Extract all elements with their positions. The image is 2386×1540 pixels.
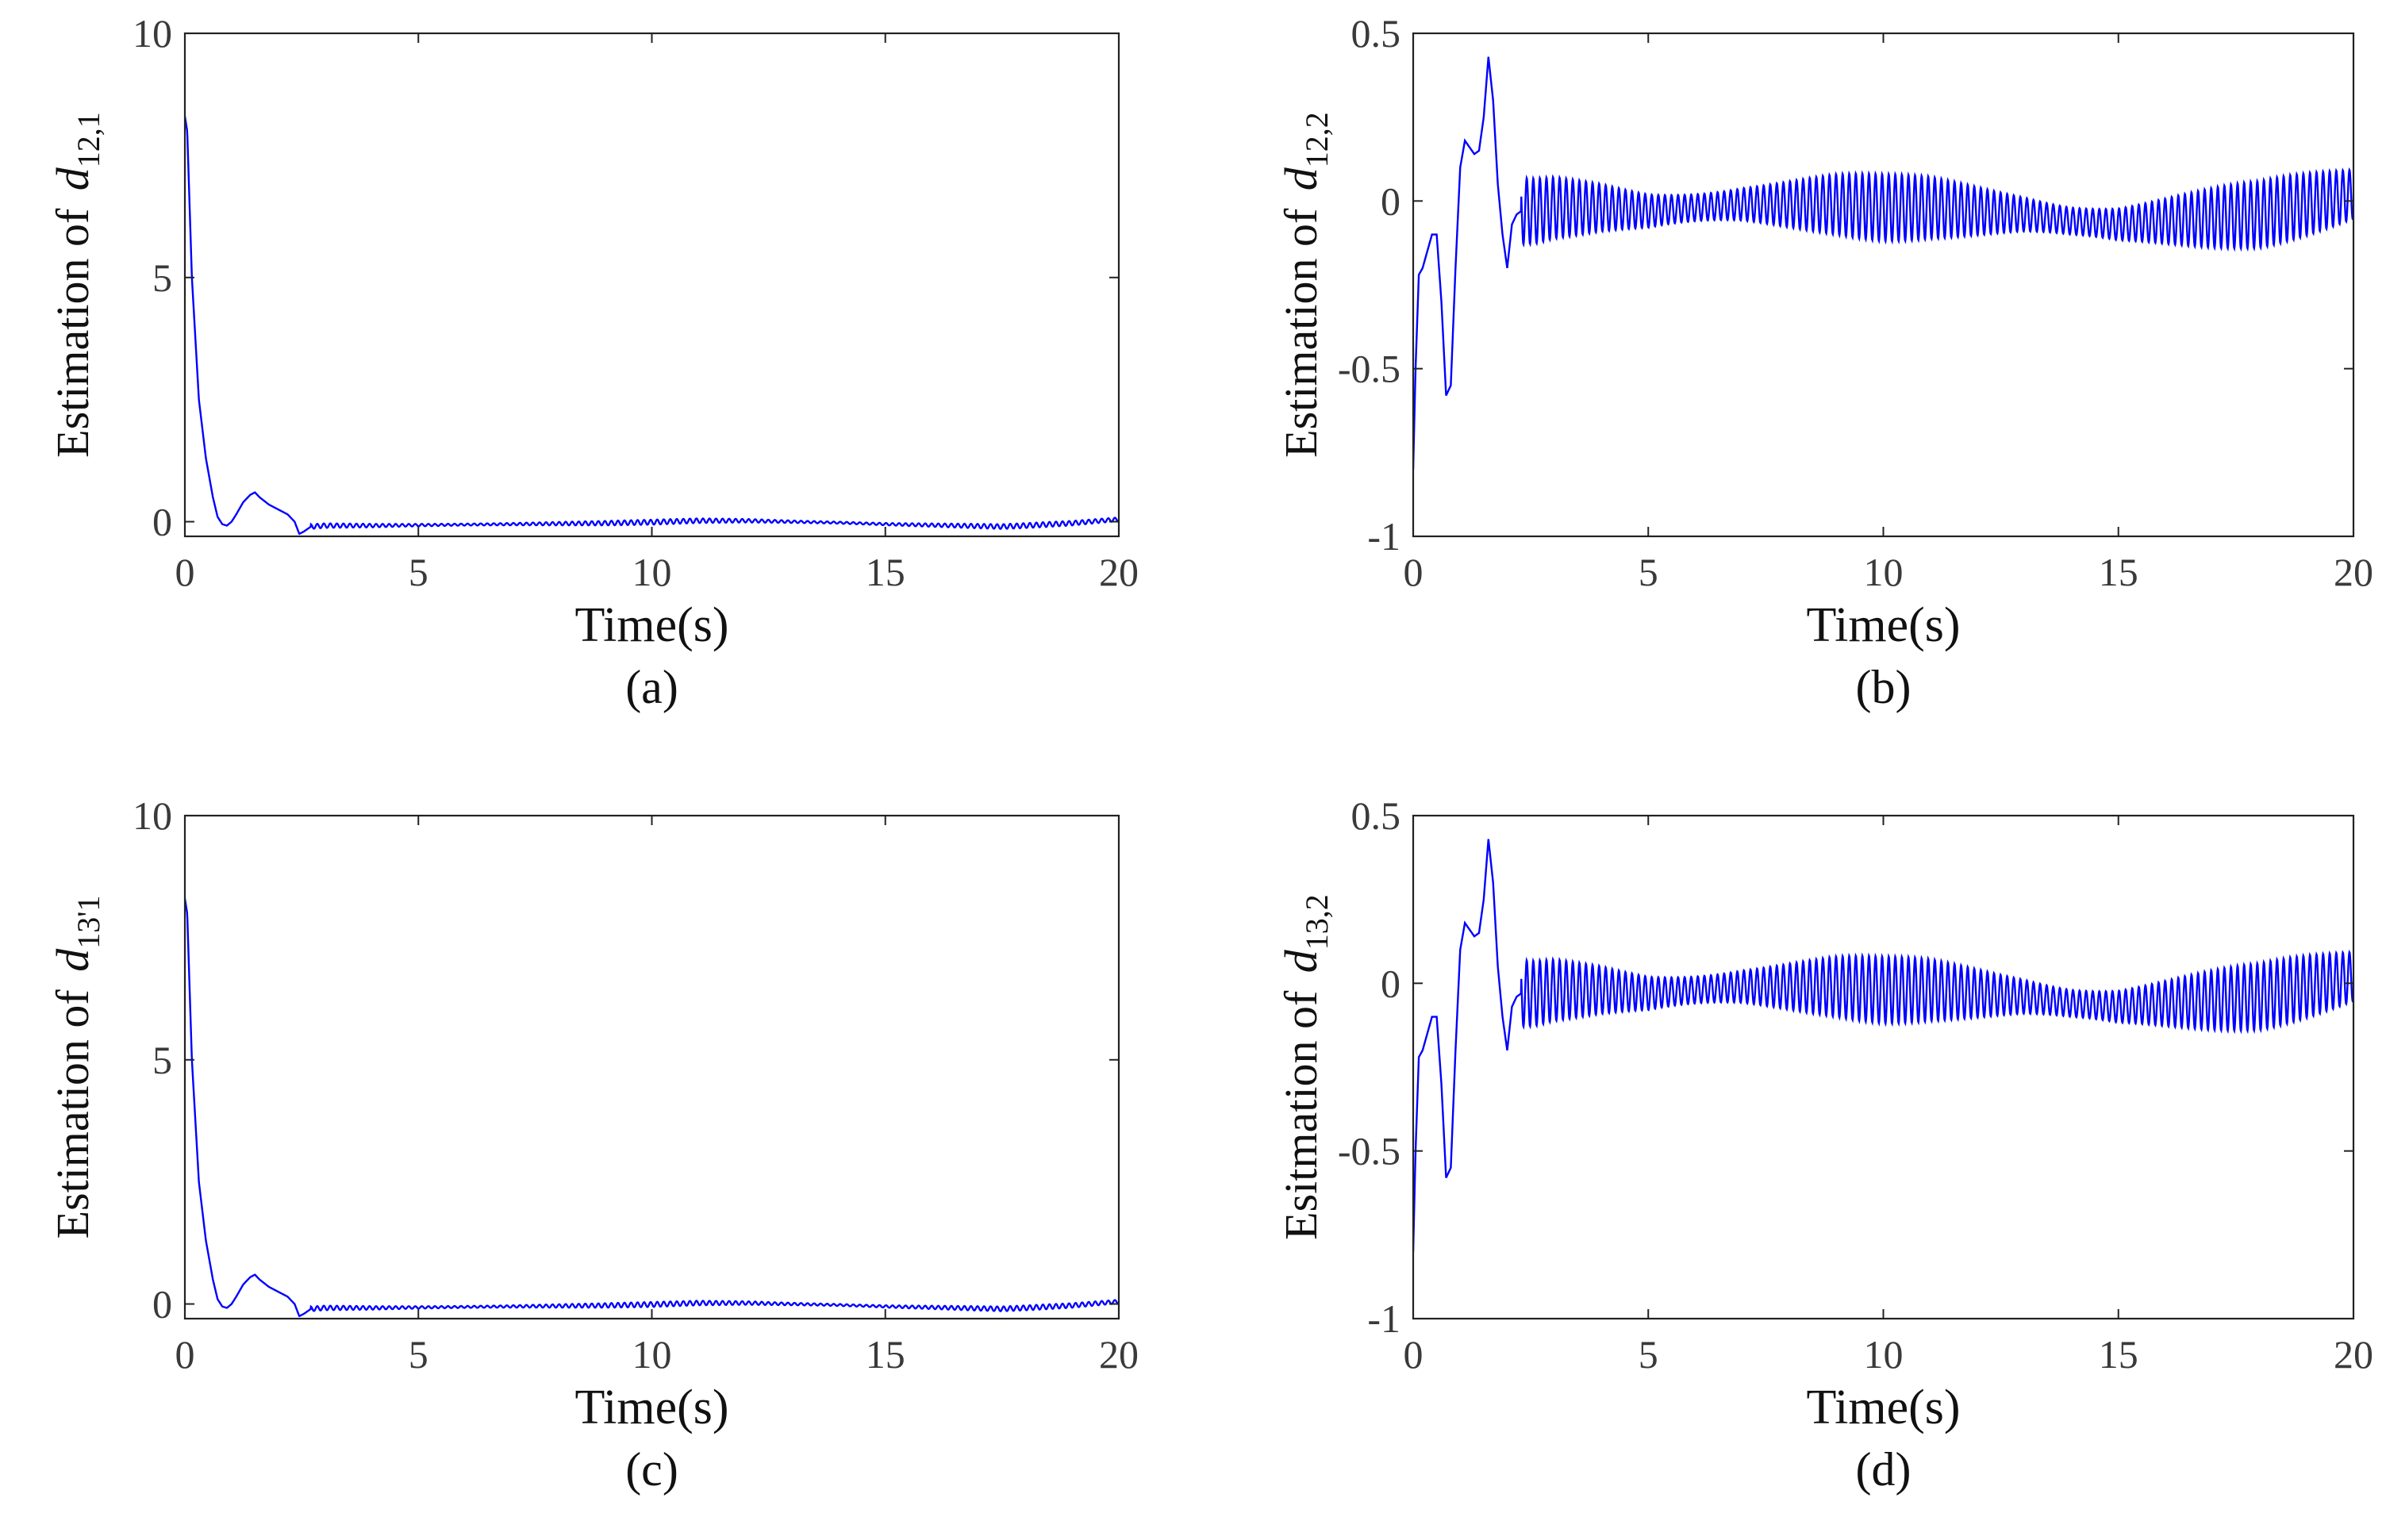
y-axis-label: Estimation of d12,2 <box>1275 112 1335 458</box>
y-tick-label: 5 <box>152 1038 172 1082</box>
y-tick-label: -0.5 <box>1338 347 1400 391</box>
y-tick-label: 0 <box>1381 179 1400 223</box>
plot-frame <box>1412 32 2355 538</box>
panel-label: (c) <box>625 1443 678 1496</box>
x-tick-label: 5 <box>1639 550 1658 594</box>
x-tick-label: 10 <box>632 550 672 594</box>
x-tick-label: 15 <box>866 550 905 594</box>
x-tick-label: 20 <box>2334 1332 2373 1377</box>
x-tick-label: 10 <box>1864 550 1904 594</box>
panel-label: (a) <box>625 661 678 713</box>
y-axis-label: Estimation of d13'1 <box>47 896 106 1239</box>
x-axis-label: Time(s) <box>574 598 728 652</box>
y-axis-label: Estimation of d12,1 <box>47 112 106 458</box>
x-tick-label: 5 <box>409 550 428 594</box>
plot-frame <box>183 32 1120 538</box>
x-tick-label: 5 <box>409 1332 428 1377</box>
x-tick-label: 15 <box>2099 550 2138 594</box>
y-tick-label: -0.5 <box>1338 1129 1400 1173</box>
chart-panel-3: 0 5 10 15 20 -1 -0.5 0 0.5 Time(s) (d) Esitmation o… <box>1275 793 2373 1496</box>
x-tick-label: 10 <box>632 1332 672 1377</box>
x-axis-label: Time(s) <box>1806 1381 1960 1434</box>
x-axis-label: Time(s) <box>574 1381 728 1434</box>
plot-frame <box>183 814 1120 1320</box>
x-tick-label: 0 <box>175 1332 195 1377</box>
y-tick-label: 5 <box>152 255 172 300</box>
series-line <box>185 116 1119 536</box>
panel-label: (b) <box>1856 661 1911 713</box>
x-tick-label: 15 <box>2099 1332 2138 1377</box>
plot-frame <box>1412 814 2355 1320</box>
x-tick-label: 0 <box>1404 1332 1424 1377</box>
chart-panel-1: 0 5 10 15 20 -1 -0.5 0 0.5 Time(s) (b) Estimation o… <box>1275 11 2373 713</box>
x-tick-label: 0 <box>175 550 195 594</box>
y-tick-label: 0 <box>152 1282 172 1327</box>
y-tick-label: 0.5 <box>1351 11 1401 56</box>
series-line <box>1413 839 2353 1252</box>
y-axis-label: Esitmation of d13,2 <box>1275 894 1335 1240</box>
panel-label: (d) <box>1856 1443 1911 1496</box>
y-tick-label: 0.5 <box>1351 793 1401 838</box>
series-line <box>1413 56 2353 470</box>
x-tick-label: 20 <box>1099 1332 1139 1377</box>
y-tick-label: 10 <box>133 11 172 56</box>
x-tick-label: 10 <box>1864 1332 1904 1377</box>
series-line <box>185 898 1119 1318</box>
x-tick-label: 20 <box>1099 550 1139 594</box>
x-axis-label: Time(s) <box>1806 598 1960 652</box>
y-tick-label: -1 <box>1367 1296 1400 1341</box>
y-tick-label: 0 <box>1381 961 1400 1005</box>
x-tick-label: 0 <box>1404 550 1424 594</box>
y-tick-label: 10 <box>133 793 172 838</box>
x-tick-label: 20 <box>2334 550 2373 594</box>
x-tick-label: 5 <box>1639 1332 1658 1377</box>
x-tick-label: 15 <box>866 1332 905 1377</box>
y-tick-label: 0 <box>152 500 172 544</box>
y-tick-label: -1 <box>1367 514 1400 559</box>
